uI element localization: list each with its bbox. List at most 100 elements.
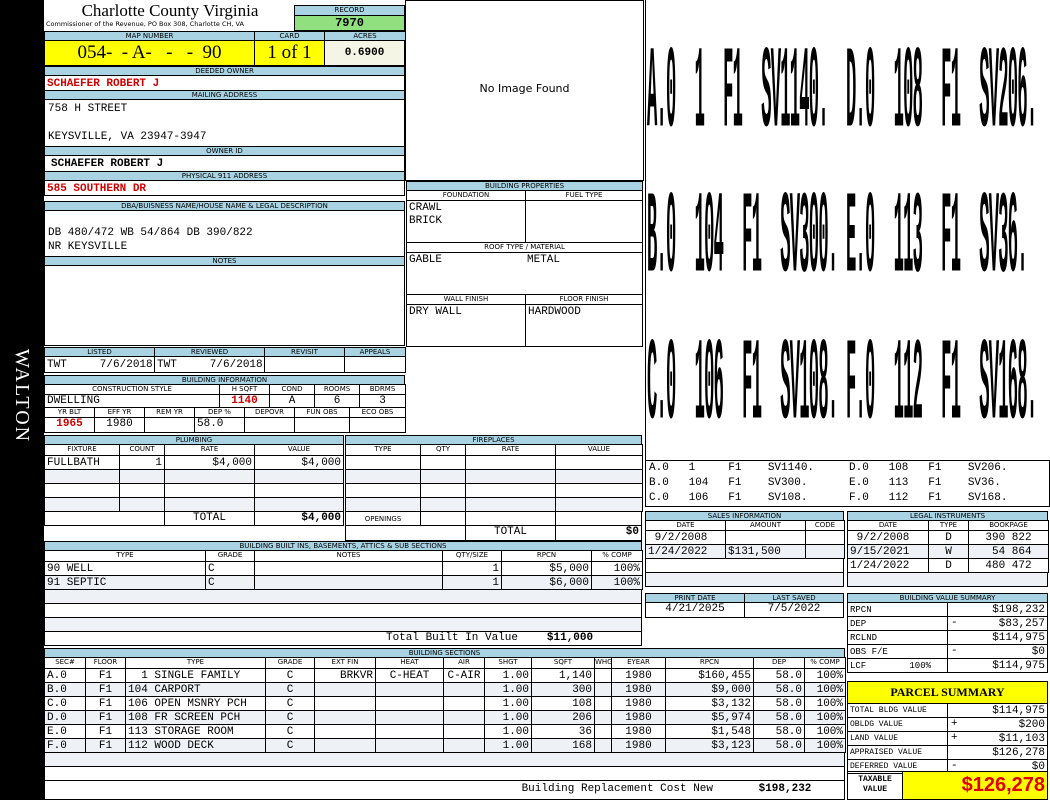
bvs-label: OBS F/E	[847, 644, 948, 659]
mailing-line2: KEYSVILLE, VA 23947-3947	[48, 131, 207, 143]
taxable-value-label: TAXABLE VALUE	[847, 771, 903, 800]
fireplace-empty-row	[555, 469, 643, 484]
parcel-sign: -	[951, 760, 958, 772]
section-row: C-AIR	[443, 668, 485, 683]
section-row: F.0	[44, 738, 86, 753]
roof-type: GABLE	[409, 254, 443, 266]
builtins-total-row	[44, 631, 642, 646]
building-info-value	[244, 417, 295, 433]
fireplace-empty-row	[555, 455, 643, 470]
fireplace-empty-row	[345, 483, 421, 498]
legal-row: 390 822	[968, 530, 1049, 545]
builtins-total-label: Total Built In Value	[385, 632, 518, 644]
county-subtitle: Commissioner of the Revenue, PO Box 308,…	[46, 20, 244, 28]
plumbing-empty-row	[44, 483, 120, 498]
section-row	[375, 724, 444, 739]
builtins-row: 1	[442, 575, 502, 590]
county-title: Charlotte County Virginia	[81, 2, 259, 20]
section-row: $9,000	[665, 682, 754, 697]
builtins-empty-row	[44, 617, 642, 632]
builtins-row: 100%	[591, 561, 643, 576]
acres-value: 0.6900	[324, 40, 405, 66]
wall-finish: DRY WALL	[409, 306, 462, 318]
section-row	[314, 738, 376, 753]
section-row: 1.00	[484, 682, 532, 697]
section-row: $3,132	[665, 696, 754, 711]
section-row: 58.0	[753, 682, 805, 697]
side-strip	[0, 0, 44, 800]
section-row: F1	[85, 668, 126, 683]
parcel-label: OBLDG VALUE	[847, 717, 948, 732]
builtins-empty-row	[44, 589, 642, 604]
section-row: 1.00	[484, 668, 532, 683]
parcel-label: TOTAL BLDG VALUE	[847, 703, 948, 718]
section-row: F1	[85, 696, 126, 711]
floor-finish-box	[525, 304, 643, 347]
fireplace-total-spacer	[345, 525, 466, 541]
mailing-line1: 758 H STREET	[48, 103, 128, 115]
plumbing-empty-row	[164, 497, 255, 512]
section-row	[443, 710, 485, 725]
bvs-label: DEP	[847, 616, 948, 631]
builtins-row: $6,000	[501, 575, 592, 590]
section-row: F1	[85, 738, 126, 753]
builtins-row: 90 WELL	[44, 561, 206, 576]
section-row	[375, 682, 444, 697]
revisit-value	[264, 356, 345, 373]
section-row: 100%	[804, 696, 846, 711]
section-row: $3,123	[665, 738, 754, 753]
bvs-sign: -	[951, 645, 958, 657]
building-info-value: 3	[359, 394, 406, 408]
sales-empty-row	[645, 558, 844, 573]
section-row: 206	[531, 710, 595, 725]
section-row: 1980	[611, 668, 666, 683]
building-info-value: DWELLING	[44, 394, 220, 408]
section-row: C	[265, 668, 315, 683]
fuel-type-box	[525, 200, 643, 243]
replacement-cost-total: $198,232	[758, 783, 812, 795]
sections-total-row	[44, 780, 845, 800]
section-row: 1.00	[484, 724, 532, 739]
builtins-empty-row	[44, 603, 642, 618]
legal-row: 9/2/2008	[847, 530, 929, 545]
section-row: 58.0	[753, 738, 805, 753]
sketch-legend-line: A.0 1 F1 SV1140.	[649, 462, 815, 474]
section-row: $160,455	[665, 668, 754, 683]
notes-box	[44, 265, 405, 346]
fireplace-empty-row	[420, 455, 466, 470]
section-row: 104 CARPORT	[125, 682, 266, 697]
record-number: 7970	[294, 15, 405, 31]
section-row	[594, 738, 612, 753]
sales-empty-row	[645, 572, 844, 587]
legal-row: D	[928, 530, 969, 545]
deeded-owner: SCHAEFER ROBERT J	[44, 75, 405, 91]
taxable-value: $126,278	[902, 771, 1048, 800]
section-row: C	[265, 682, 315, 697]
bvs-label: RCLND	[847, 630, 948, 645]
fireplaces-total-label: TOTAL	[465, 525, 556, 541]
section-row: 1980	[611, 724, 666, 739]
builtins-row: 91 SEPTIC	[44, 575, 206, 590]
section-row: 100%	[804, 710, 846, 725]
section-row	[375, 696, 444, 711]
section-row	[375, 738, 444, 753]
sales-row: 9/2/2008	[645, 530, 726, 545]
builtins-row: $5,000	[501, 561, 592, 576]
section-row: 100%	[804, 738, 846, 753]
plumbing-empty-row	[119, 469, 165, 484]
plumbing-empty-row	[164, 483, 255, 498]
sketch-label: D.0 108 F1 SV206.	[846, 30, 1037, 163]
section-row	[375, 710, 444, 725]
sketch-label: F.0 112 F1 SV168.	[846, 322, 1037, 455]
legal-row: W	[928, 544, 969, 559]
section-row: C	[265, 696, 315, 711]
section-row: 168	[531, 738, 595, 753]
legal-row: 1/24/2022	[847, 558, 929, 573]
last-saved: 7/5/2022	[744, 602, 844, 618]
section-row: 36	[531, 724, 595, 739]
section-row	[443, 724, 485, 739]
fireplace-empty-row	[345, 455, 421, 470]
section-row: 58.0	[753, 668, 805, 683]
fireplace-empty-row	[420, 497, 466, 512]
parcel-sign: +	[951, 718, 958, 730]
